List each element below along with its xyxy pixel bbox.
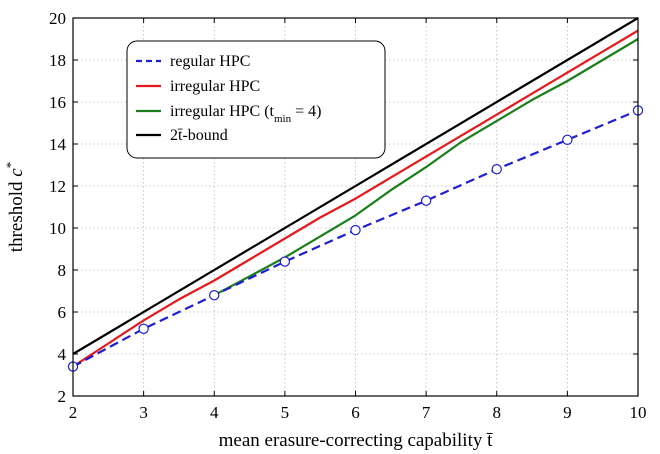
legend-box	[126, 40, 386, 159]
legend-label-regular-hpc: regular HPC	[170, 53, 250, 70]
series-layer	[67, 17, 644, 372]
legend-label-irregular-hpc-tmin: irregular HPC (tmin = 4)	[170, 103, 321, 125]
y-axis-label: threshold c*	[3, 162, 28, 252]
y-tick-label: 2	[58, 387, 67, 406]
series-line-irregular-hpc	[72, 29, 639, 368]
data-point	[138, 323, 149, 334]
y-tick-label: 18	[49, 51, 66, 70]
data-point	[279, 256, 291, 267]
x-tick-label: 4	[210, 403, 219, 422]
y-tick-label: 8	[58, 261, 67, 280]
series-line-bound-2t	[72, 17, 639, 355]
data-point	[562, 134, 573, 145]
legend-label-2t-bound: 2t̄-bound	[170, 127, 228, 144]
x-tick-label: 8	[493, 403, 502, 422]
data-point	[350, 224, 361, 236]
x-tick-label: 6	[351, 403, 360, 422]
x-tick-label: 10	[630, 403, 647, 422]
y-tick-label: 12	[49, 177, 66, 196]
x-axis-label: mean erasure-correcting capability t̄	[219, 430, 493, 451]
y-tick-label: 14	[49, 135, 67, 154]
data-point	[420, 195, 432, 206]
x-tick-label: 3	[139, 403, 148, 422]
y-tick-label: 16	[49, 93, 66, 112]
x-tick-label: 9	[563, 403, 572, 422]
x-tick-label: 7	[422, 403, 431, 422]
y-tick-label: 6	[58, 303, 67, 322]
legend: regular HPC irregular HPC irregular HPC …	[126, 40, 386, 159]
axis-ticks: 2 3 4 5 6 7 8 9 10 2 4 6 8 10 12 14 16 18 20	[49, 9, 647, 422]
data-point	[209, 290, 220, 301]
data-point	[491, 163, 502, 175]
x-tick-label: 2	[69, 403, 78, 422]
legend-label-irregular-hpc: irregular HPC	[170, 78, 260, 95]
y-tick-label: 20	[49, 9, 66, 28]
y-tick-label: 10	[49, 219, 66, 238]
x-tick-label: 5	[281, 403, 290, 422]
y-tick-label: 4	[58, 345, 67, 364]
